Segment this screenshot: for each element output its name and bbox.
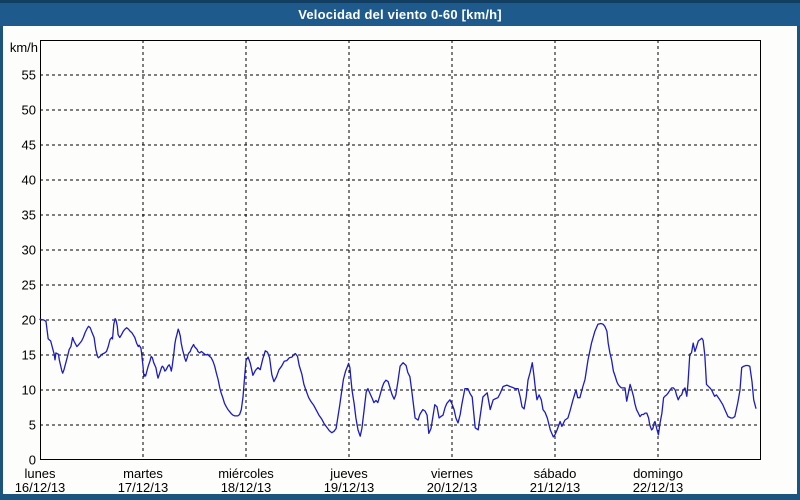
day-name-label: sábado [534,466,577,481]
day-name-label: viernes [431,466,473,481]
day-name-label: lunes [24,466,56,481]
y-tick-label: 30 [22,243,36,258]
day-date-label: 16/12/13 [15,480,66,495]
day-name-label: jueves [329,466,368,481]
y-tick-label: 55 [22,68,36,83]
y-tick-label: 0 [29,453,36,468]
day-name-label: domingo [633,466,683,481]
title-bar: Velocidad del viento 0-60 [km/h] [0,0,800,26]
wind-speed-line [39,317,757,438]
y-tick-label: 45 [22,138,36,153]
day-date-label: 21/12/13 [530,480,581,495]
day-name-label: miércoles [218,466,274,481]
window-title: Velocidad del viento 0-60 [km/h] [298,7,502,22]
y-tick-label: 15 [22,348,36,363]
plot-frame [40,40,761,460]
y-tick-label: 10 [22,383,36,398]
y-axis-labels: 0 5 10 15 20 25 30 35 40 45 50 55 km/h [10,40,38,468]
day-date-label: 20/12/13 [427,480,478,495]
y-tick-label: 20 [22,313,36,328]
day-date-label: 18/12/13 [221,480,272,495]
x-gridlines [142,40,659,460]
day-date-label: 19/12/13 [324,480,375,495]
day-name-label: martes [123,466,163,481]
y-tick-label: 50 [22,103,36,118]
y-tick-label: 25 [22,278,36,293]
day-date-label: 22/12/13 [633,480,684,495]
day-date-label: 17/12/13 [118,480,169,495]
y-axis-unit-label: km/h [10,40,38,55]
y-tick-label: 40 [22,173,36,188]
y-tick-label: 35 [22,208,36,223]
plot-background [3,26,797,494]
y-gridlines [40,74,761,426]
y-tick-label: 5 [29,418,36,433]
